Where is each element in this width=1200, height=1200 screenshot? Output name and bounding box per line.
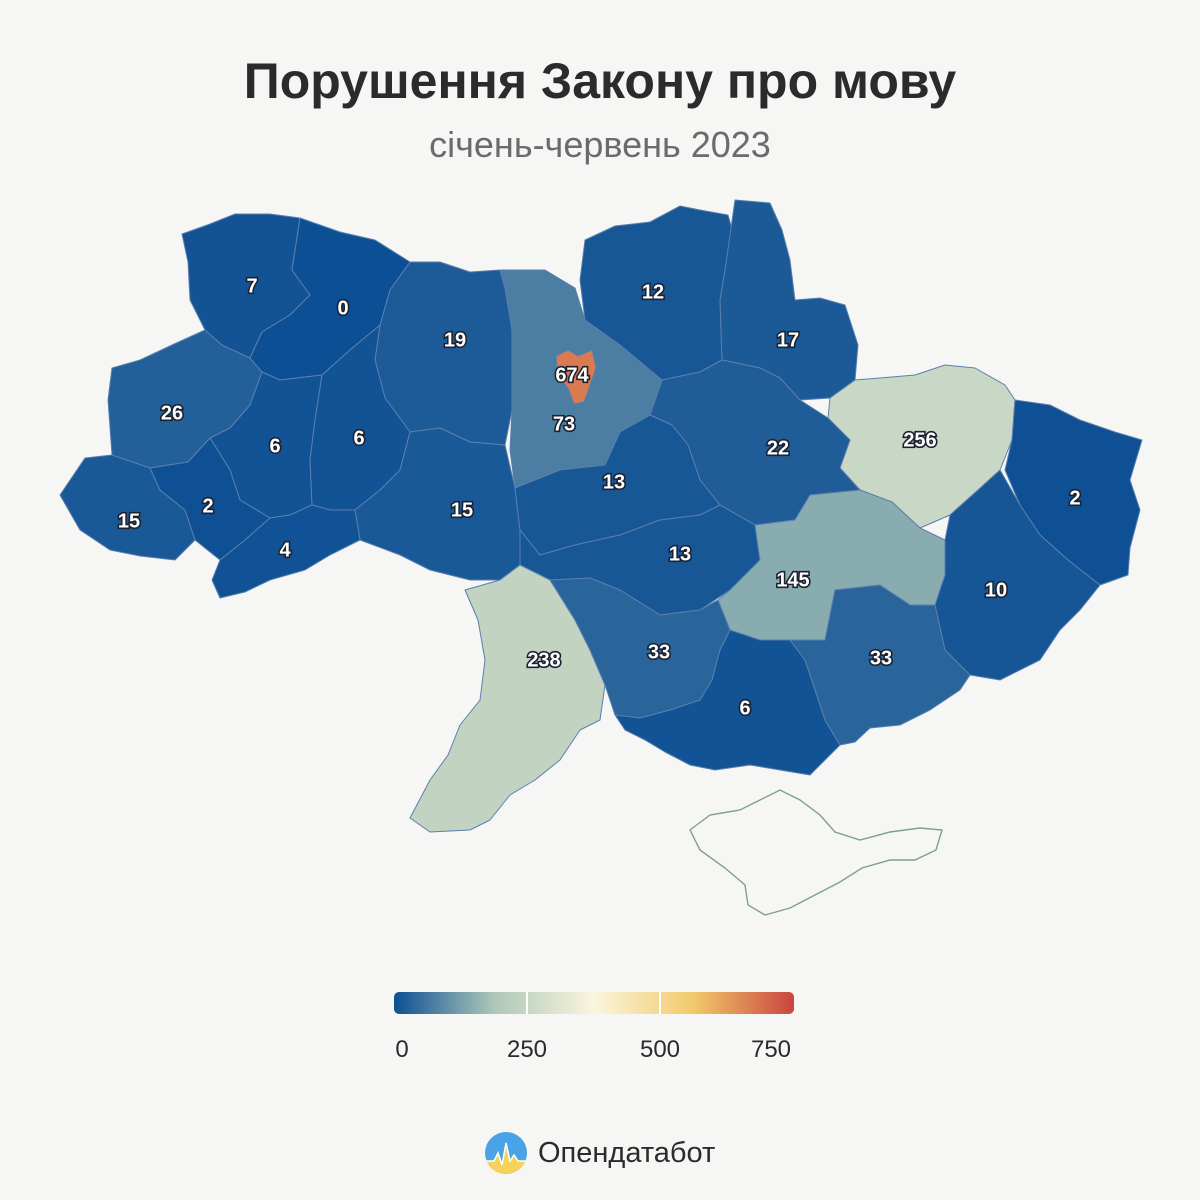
region-label-dnipropetrovsk: 145	[776, 569, 809, 591]
region-label-donetsk: 10	[985, 579, 1007, 601]
region-label-poltava: 22	[767, 437, 789, 459]
legend-label-0: 0	[395, 1036, 409, 1063]
legend-label-500: 500	[639, 1036, 681, 1063]
brand-name: Опендатабот	[538, 1136, 716, 1169]
region-label-zakarpattia: 15	[118, 510, 140, 532]
region-label-sumy: 17	[777, 329, 799, 351]
region-label-khmelnytskyi: 6	[353, 427, 364, 449]
region-label-kyiv-oblast: 73	[553, 413, 575, 435]
page-subtitle: січень-червень 2023	[429, 124, 771, 165]
region-label-kyiv-city: 674	[555, 364, 589, 386]
legend-label-250: 250	[506, 1036, 548, 1063]
region-label-ternopil: 6	[269, 435, 280, 457]
region-label-zaporizhzhia: 33	[870, 647, 892, 669]
page-title: Порушення Закону про мову	[243, 53, 957, 109]
region-label-lviv: 26	[161, 402, 183, 424]
region-label-zhytomyr: 19	[444, 329, 466, 351]
region-label-kherson: 6	[739, 697, 750, 719]
legend-tick-500	[659, 992, 661, 1014]
region-label-mykolaiv: 33	[648, 641, 670, 663]
region-label-chernihiv: 12	[642, 281, 664, 303]
region-label-cherkasy: 13	[603, 471, 625, 493]
region-label-ivano-frankivsk: 2	[202, 495, 213, 517]
region-label-kirovohrad: 13	[669, 543, 691, 565]
crimea-outline	[689, 789, 943, 916]
region-kyiv-city[interactable]	[555, 349, 597, 405]
region-label-odesa: 238	[527, 649, 560, 671]
legend-color-scale	[394, 992, 794, 1014]
region-label-volyn: 7	[246, 275, 257, 297]
region-label-kharkiv: 256	[903, 429, 936, 451]
legend-label-750: 750	[750, 1036, 792, 1063]
region-label-rivne: 0	[337, 297, 348, 319]
legend-tick-250	[526, 992, 528, 1014]
region-label-luhansk: 2	[1069, 487, 1080, 509]
region-vinnytsia[interactable]	[354, 427, 521, 581]
region-zaporizhzhia[interactable]	[789, 584, 971, 746]
brand: Опендатабот	[484, 1130, 715, 1176]
brand-logo-icon	[485, 1132, 527, 1174]
region-label-chernivtsi: 4	[279, 539, 291, 561]
region-luhansk[interactable]	[1004, 399, 1143, 586]
region-chernivtsi[interactable]	[211, 504, 361, 599]
region-label-vinnytsia: 15	[451, 499, 473, 521]
